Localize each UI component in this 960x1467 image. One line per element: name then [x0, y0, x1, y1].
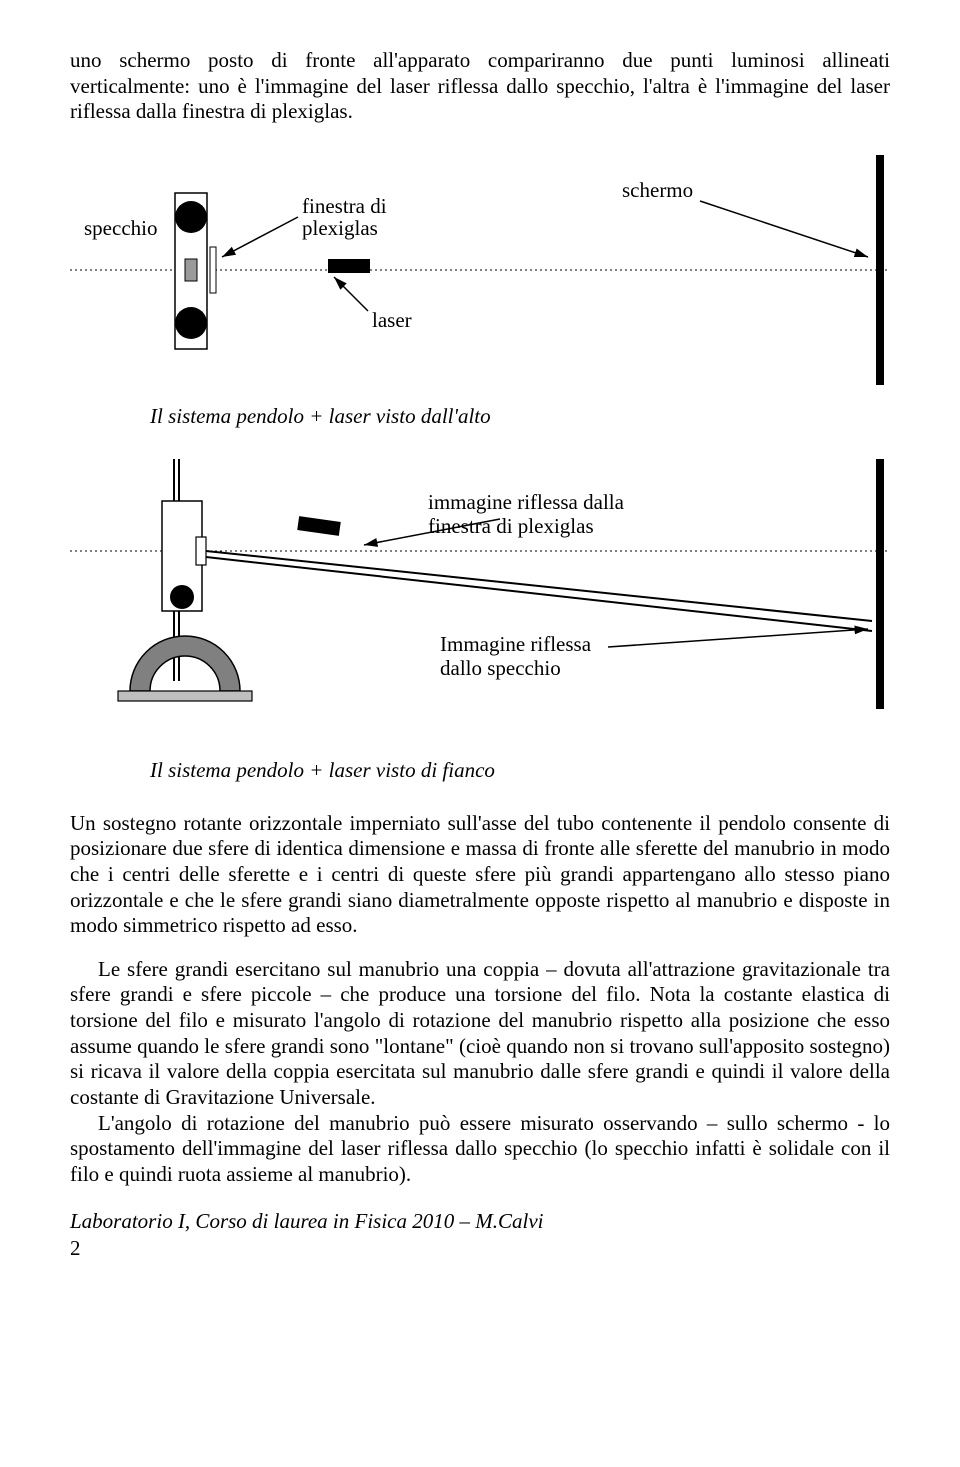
label-img-plexiglas-2: finestra di plexiglas: [428, 514, 594, 538]
label-img-plexiglas-1: immagine riflessa dalla: [428, 490, 625, 514]
paragraph-2: Le sfere grandi esercitano sul manubrio …: [70, 957, 890, 1111]
label-laser: laser: [372, 308, 412, 332]
caption-top-view: Il sistema pendolo + laser visto dall'al…: [150, 404, 890, 429]
diagram-side-view: immagine riflessa dalla finestra di plex…: [70, 459, 890, 744]
label-plexiglas: plexiglas: [302, 216, 378, 240]
caption-side-view: Il sistema pendolo + laser visto di fian…: [150, 758, 890, 783]
paragraph-3: L'angolo di rotazione del manubrio può e…: [70, 1111, 890, 1188]
label-schermo: schermo: [622, 178, 693, 202]
label-img-specchio-2: dallo specchio: [440, 656, 561, 680]
diagram-top-view: specchio finestra di plexiglas schermo l…: [70, 155, 890, 390]
page-number: 2: [70, 1236, 890, 1261]
footer-text: Laboratorio I, Corso di laurea in Fisica…: [70, 1209, 890, 1234]
label-img-specchio-1: Immagine riflessa: [440, 632, 592, 656]
intro-paragraph: uno schermo posto di fronte all'apparato…: [70, 48, 890, 125]
label-specchio: specchio: [84, 216, 157, 240]
label-finestra: finestra di: [302, 194, 387, 218]
paragraph-1: Un sostegno rotante orizzontale impernia…: [70, 811, 890, 939]
